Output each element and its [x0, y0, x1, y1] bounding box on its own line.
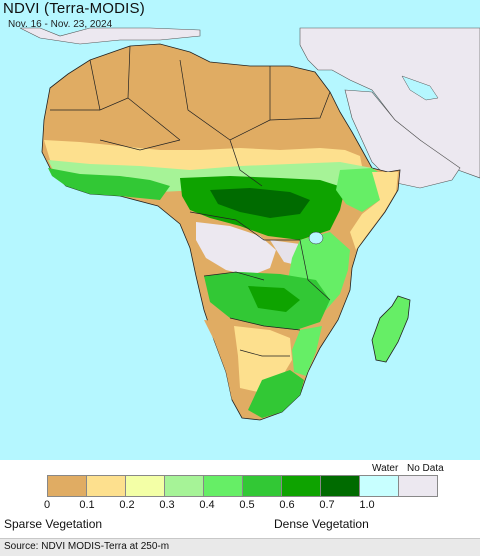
legend-tick: 0.7 [319, 499, 335, 511]
zambia-dense-forest [248, 286, 300, 312]
map-canvas [19, 27, 480, 421]
sparse-vegetation-label: Sparse Vegetation [4, 517, 103, 531]
europe-landmass [19, 27, 201, 45]
madagascar [371, 295, 411, 363]
source-text: Source: NDVI MODIS-Terra at 250-m [4, 541, 170, 552]
legend-color-swatch [86, 475, 126, 497]
legend-color-swatch [47, 475, 87, 497]
source-footer: Source: NDVI MODIS-Terra at 250-m [0, 538, 480, 556]
congo-core-forest [210, 188, 310, 218]
south-africa-east [248, 370, 304, 418]
west-africa-forest [48, 168, 170, 200]
namibia-desert [204, 320, 240, 400]
legend-tick: 0.6 [279, 499, 295, 511]
cloud-nodata-patch [196, 222, 276, 276]
legend-tick: 0.4 [199, 499, 215, 511]
legend-tick: 0.3 [159, 499, 175, 511]
arabian-peninsula [344, 89, 461, 189]
middle-east-landmass [299, 27, 480, 179]
ndvi-map: NDVI (Terra-MODIS) Nov. 16 - Nov. 23, 20… [0, 0, 480, 460]
legend-color-swatch [359, 475, 399, 497]
country-borders [50, 45, 331, 357]
legend-tick: 1.0 [359, 499, 375, 511]
legend-nodata-label: No Data [407, 463, 444, 474]
legend-color-swatch [164, 475, 204, 497]
legend-color-swatch [398, 475, 438, 497]
legend-color-swatch [242, 475, 282, 497]
legend-tick: 0.1 [79, 499, 95, 511]
mozambique-green [292, 326, 322, 376]
map-title: NDVI (Terra-MODIS) [3, 0, 145, 17]
legend-tick: 0.2 [119, 499, 135, 511]
legend-color-swatch [320, 475, 360, 497]
legend-color-swatch [281, 475, 321, 497]
legend-color-swatch [125, 475, 165, 497]
lake-victoria [308, 231, 324, 245]
legend-color-swatch [203, 475, 243, 497]
ndvi-color-legend [47, 475, 438, 497]
persian-gulf [401, 75, 439, 101]
legend-tick: 0 [43, 499, 51, 511]
date-range: Nov. 16 - Nov. 23, 2024 [8, 19, 113, 30]
somalia-dryland [350, 172, 398, 250]
dense-vegetation-label: Dense Vegetation [274, 517, 369, 531]
legend-water-label: Water [372, 463, 399, 474]
legend-tick: 0.5 [239, 499, 255, 511]
